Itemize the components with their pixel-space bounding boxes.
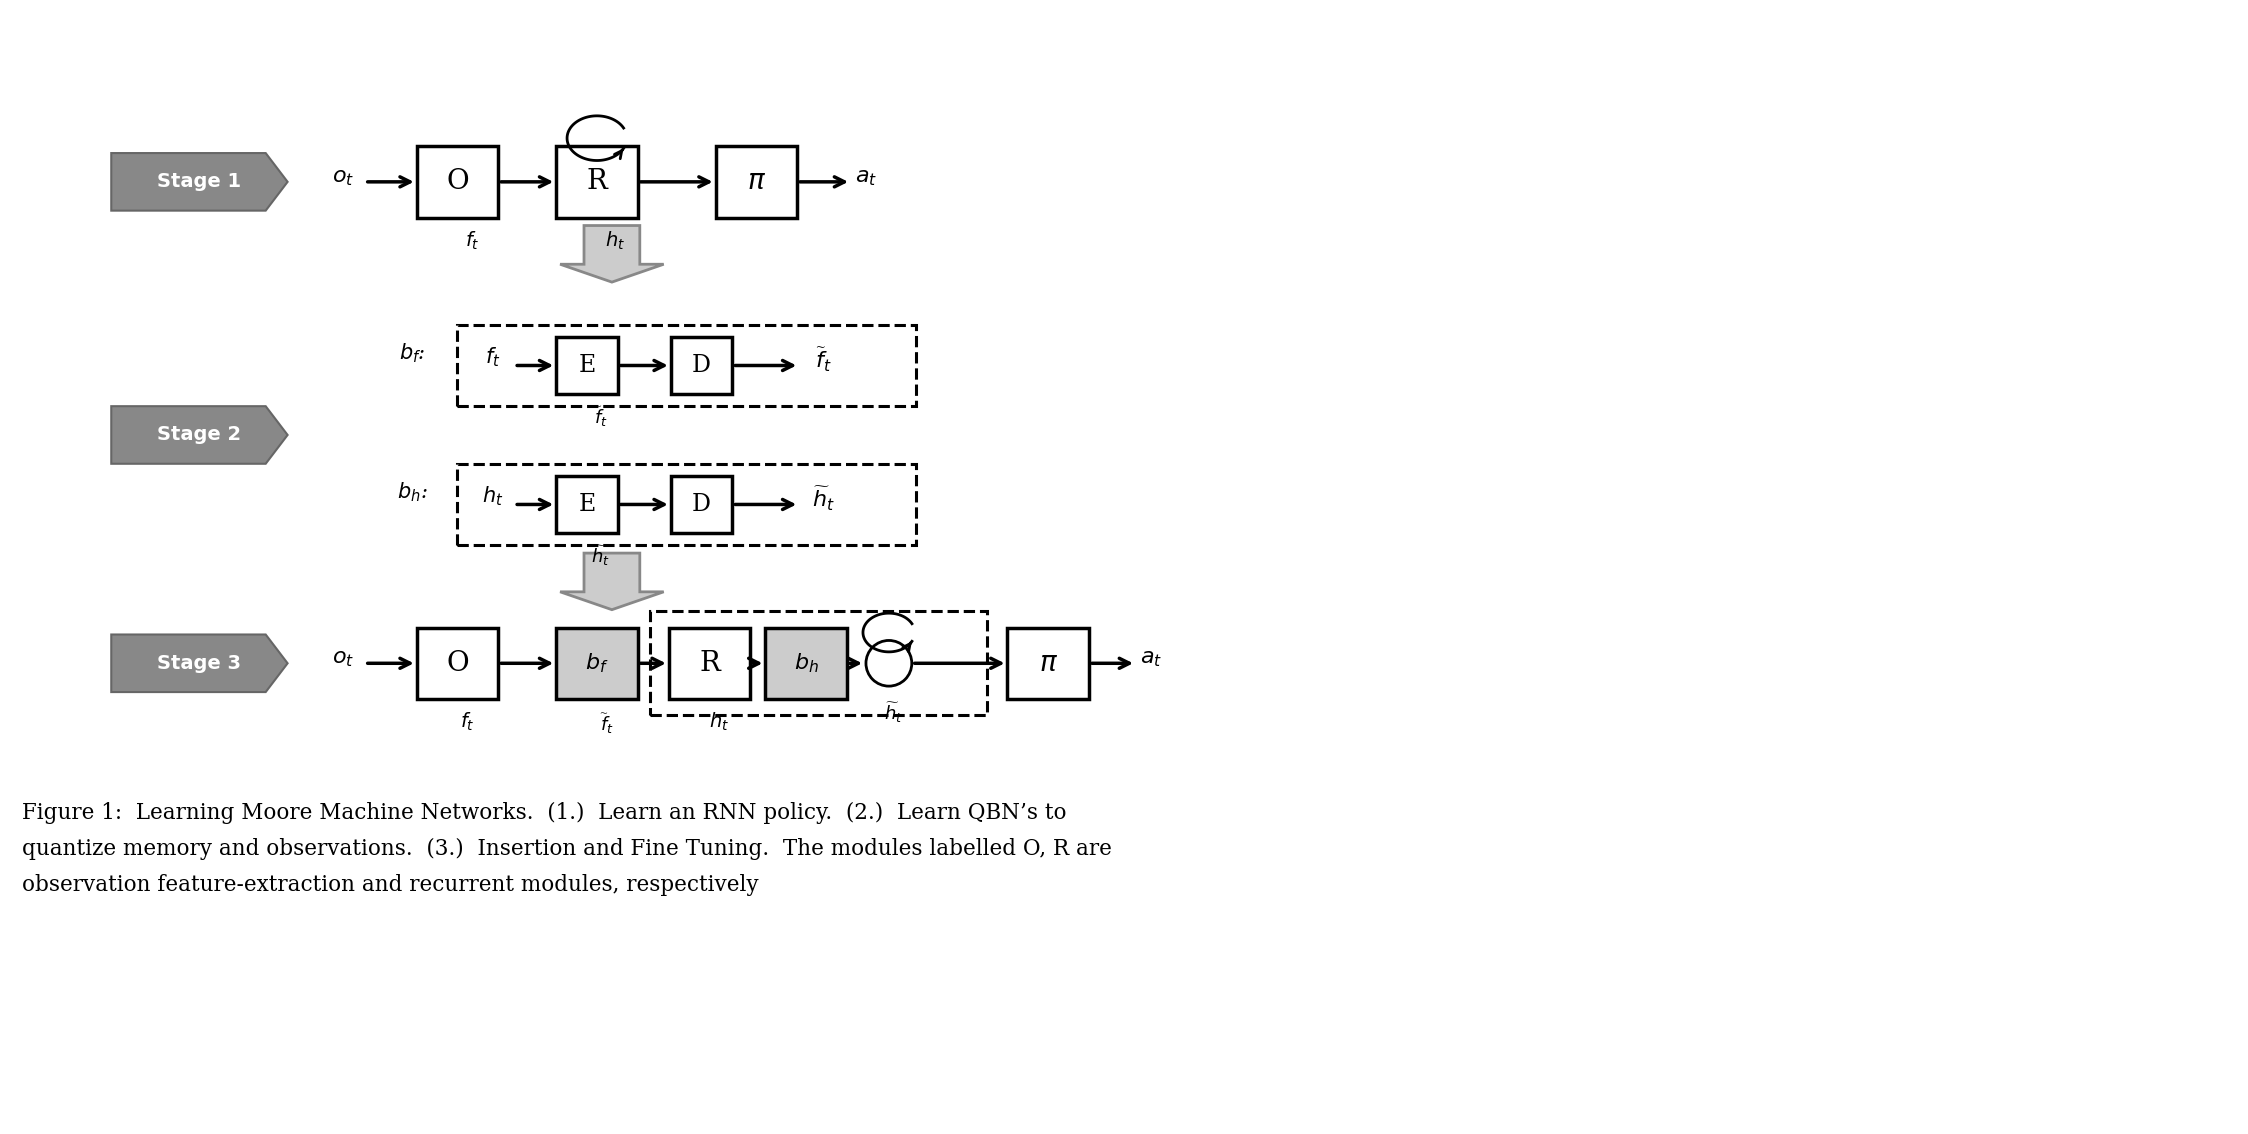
Text: O: O [445,168,470,195]
Text: $b_f$: $b_f$ [584,652,609,675]
Text: Figure 1:  Learning Moore Machine Networks.  (1.)  Learn an RNN policy.  (2.)  L: Figure 1: Learning Moore Machine Network… [22,802,1113,896]
Polygon shape [110,406,288,464]
Bar [764,627,847,699]
Text: $b_f$:: $b_f$: [400,341,425,365]
Bar [416,146,499,218]
Text: O: O [445,650,470,677]
Bar [555,627,638,699]
Text: $\widetilde{h}_t$: $\widetilde{h}_t$ [812,484,834,513]
Text: D: D [692,493,710,516]
Bar [670,475,733,533]
Text: $\widetilde{f}_t$: $\widetilde{f}_t$ [593,404,607,429]
Bar [650,611,987,716]
Text: $h_t$: $h_t$ [605,229,625,252]
Bar [555,337,618,395]
Text: $a_t$: $a_t$ [1140,648,1162,669]
Text: $o_t$: $o_t$ [333,166,353,188]
Polygon shape [110,635,288,692]
Bar [670,337,733,395]
Text: $h_t$: $h_t$ [481,484,504,508]
Text: $b_h$: $b_h$ [794,652,818,675]
Text: Stage 3: Stage 3 [157,654,241,672]
Text: $\pi$: $\pi$ [746,168,767,195]
Text: R: R [699,650,719,677]
Text: $o_t$: $o_t$ [333,648,353,669]
Text: $b_h$:: $b_h$: [398,481,427,505]
Text: Stage 1: Stage 1 [157,172,241,192]
Text: $\widetilde{h}_t$: $\widetilde{h}_t$ [591,543,611,568]
Text: $\pi$: $\pi$ [1039,650,1059,677]
Text: D: D [692,354,710,376]
Bar [715,146,798,218]
Bar [668,627,751,699]
Polygon shape [560,553,663,610]
Polygon shape [110,153,288,211]
Text: $f_t$: $f_t$ [486,346,499,370]
Polygon shape [560,226,663,282]
Bar [459,324,915,406]
Text: $f_t$: $f_t$ [465,229,479,252]
Bar [416,627,499,699]
Bar [555,475,618,533]
Text: E: E [578,493,596,516]
Text: $a_t$: $a_t$ [854,166,877,188]
Text: $f_t$: $f_t$ [461,711,474,734]
Text: $\widetilde{f}_t$: $\widetilde{f}_t$ [600,711,614,736]
Text: Stage 2: Stage 2 [157,425,241,445]
Bar [1007,627,1088,699]
Bar [555,146,638,218]
Text: $\widetilde{h}_t$: $\widetilde{h}_t$ [883,700,904,725]
Text: R: R [587,168,607,195]
Text: $h_t$: $h_t$ [710,711,731,734]
Text: $\widetilde{f}_t$: $\widetilde{f}_t$ [814,346,832,373]
Text: E: E [578,354,596,376]
Bar [459,464,915,545]
